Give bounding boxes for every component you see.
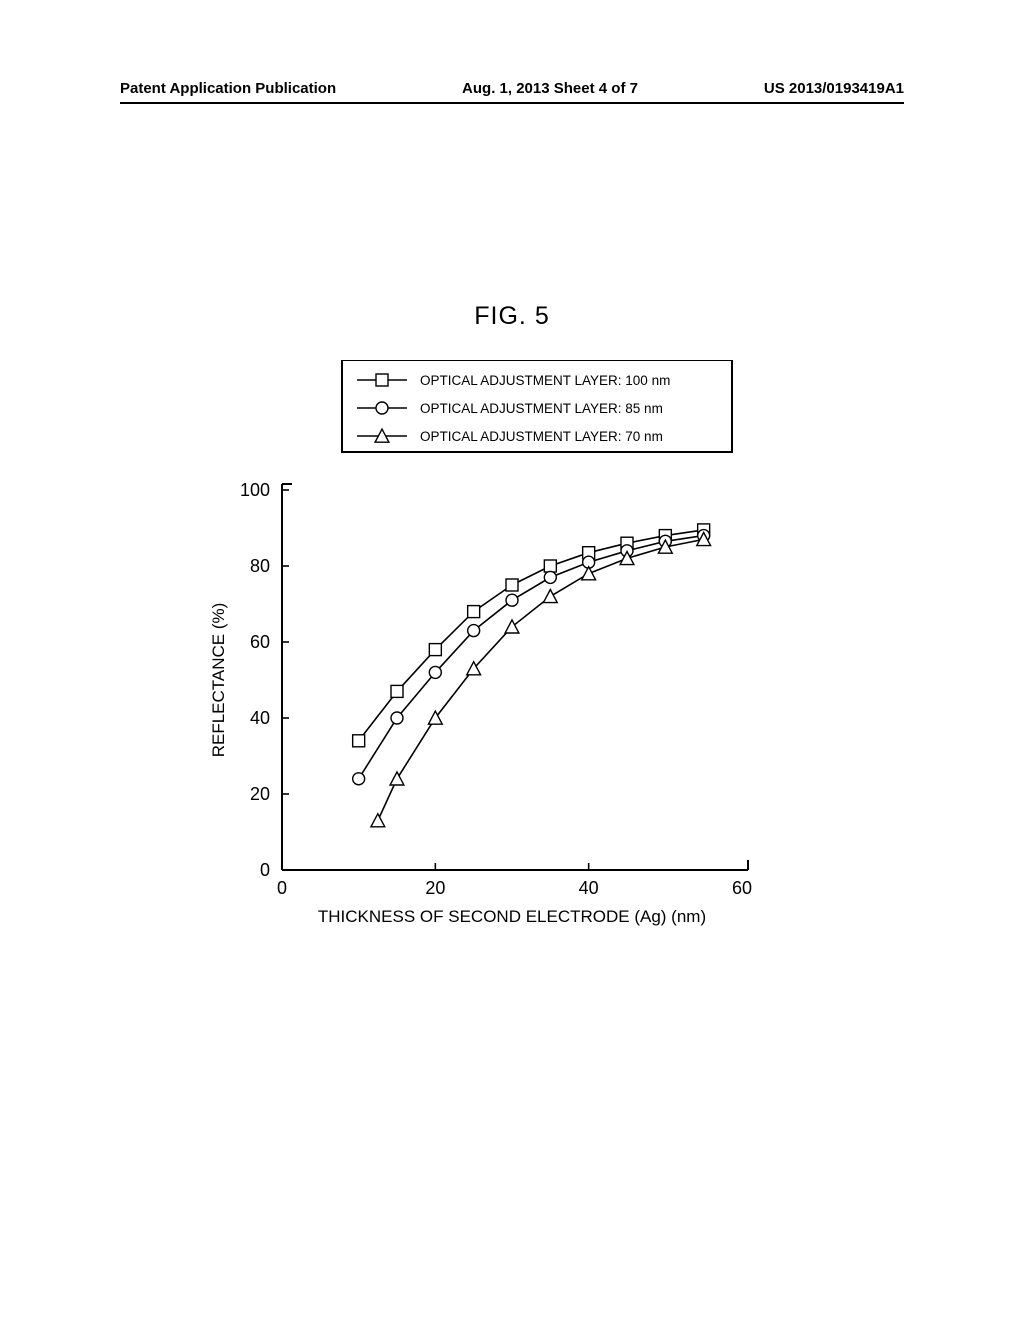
series-line (378, 539, 704, 820)
header-center: Aug. 1, 2013 Sheet 4 of 7 (462, 80, 638, 97)
y-tick-label: 80 (250, 556, 270, 576)
x-axis-label: THICKNESS OF SECOND ELECTRODE (Ag) (nm) (318, 907, 706, 926)
y-tick-label: 20 (250, 784, 270, 804)
x-tick-label: 20 (425, 878, 445, 898)
header-rule (120, 102, 904, 104)
y-tick-label: 60 (250, 632, 270, 652)
x-tick-label: 60 (732, 878, 752, 898)
page-header: Patent Application Publication Aug. 1, 2… (0, 80, 1024, 97)
legend-label: OPTICAL ADJUSTMENT LAYER: 100 nm (420, 373, 670, 388)
chart-svg: OPTICAL ADJUSTMENT LAYER: 100 nm OPTICAL … (192, 360, 832, 940)
legend-label: OPTICAL ADJUSTMENT LAYER: 85 nm (420, 401, 663, 416)
y-tick-label: 100 (240, 480, 270, 500)
header-left: Patent Application Publication (120, 80, 336, 97)
legend-label: OPTICAL ADJUSTMENT LAYER: 70 nm (420, 429, 663, 444)
header-right: US 2013/0193419A1 (764, 80, 904, 97)
series-line (359, 530, 704, 741)
y-tick-label: 0 (260, 860, 270, 880)
reflectance-chart: OPTICAL ADJUSTMENT LAYER: 100 nm OPTICAL … (192, 360, 832, 940)
x-tick-label: 0 (277, 878, 287, 898)
y-axis-label: REFLECTANCE (%) (209, 603, 228, 758)
series-line (359, 536, 704, 779)
figure-label: FIG. 5 (0, 302, 1024, 331)
x-tick-label: 40 (579, 878, 599, 898)
y-tick-label: 40 (250, 708, 270, 728)
